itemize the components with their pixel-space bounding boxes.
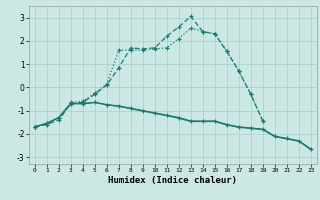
X-axis label: Humidex (Indice chaleur): Humidex (Indice chaleur): [108, 176, 237, 185]
